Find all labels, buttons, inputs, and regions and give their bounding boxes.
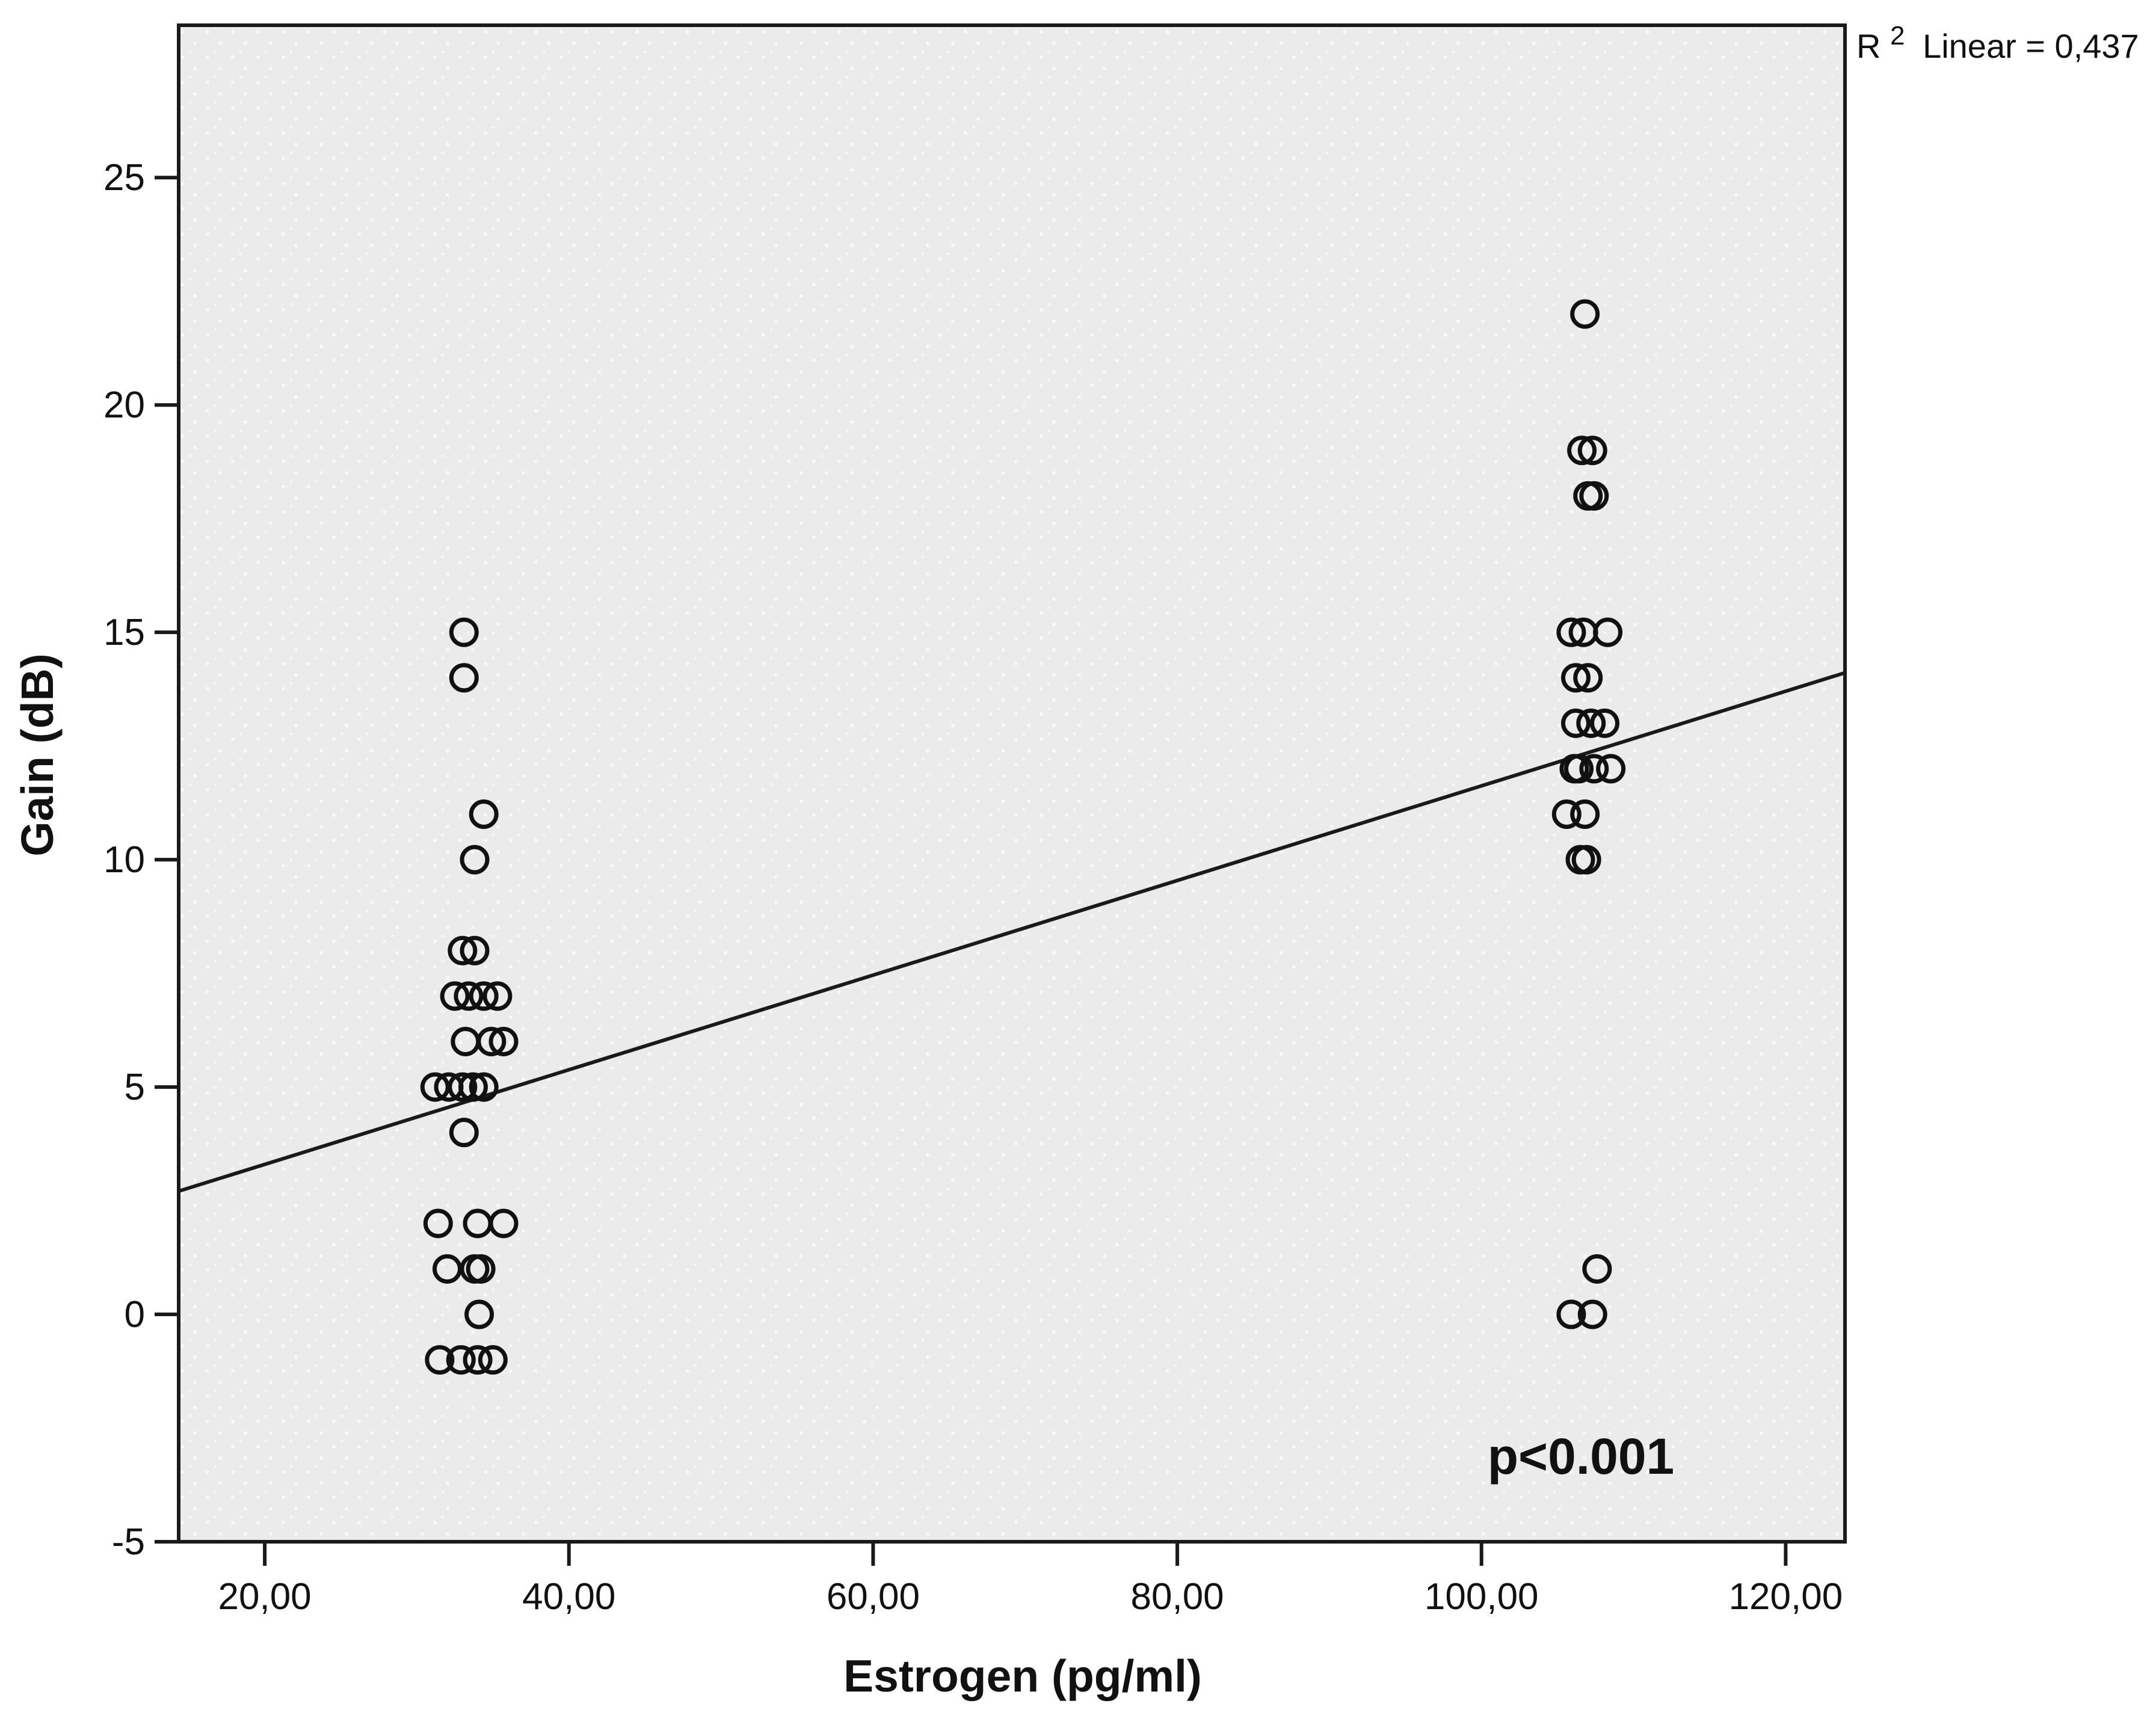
scatter-point [446,1345,476,1375]
scatter-point [469,799,499,830]
scatter-point [449,617,479,647]
scatter-point [448,1072,478,1102]
y-tick-label: 25 [103,157,145,199]
x-axis-ticks: 20,00 40,00 60,00 80,00 100,00 120,00 [218,1542,1843,1618]
x-tick-label: 20,00 [218,1576,312,1618]
plot-frame [177,23,1847,1544]
scatter-point [464,1299,494,1329]
y-tick-label: 0 [125,1294,145,1335]
y-tick-label: 10 [103,839,145,881]
scatter-point [458,1072,488,1102]
scatter-point [1570,799,1600,830]
scatter-point [1579,754,1609,784]
y-axis-title: Gain (dB) [12,653,63,856]
scatter-point [1582,1254,1612,1284]
scatter-point [1576,708,1606,738]
scatter-point [460,935,490,965]
scatter-point [1577,436,1607,466]
scatter-point [1596,754,1626,784]
scatter-point [1590,708,1620,738]
y-axis-ticks: -5 0 5 10 15 20 25 [103,157,179,1563]
scatter-point [425,1345,455,1375]
scatter-point [1567,436,1597,466]
scatter-point [423,1208,453,1239]
scatter-point [448,935,478,965]
scatter-point [454,981,484,1011]
scatter-point [1560,663,1591,693]
scatter-point [1571,845,1601,875]
y-tick-label: -5 [112,1521,145,1563]
scatter-point [1560,708,1591,738]
x-tick-label: 80,00 [1131,1576,1224,1618]
scatter-point [482,981,513,1011]
x-tick-label: 100,00 [1424,1576,1539,1618]
p-value-annotation: p<0.001 [1488,1428,1675,1485]
scatter-point [420,1072,450,1102]
scatter-point [1556,617,1586,647]
scatter-point [1570,299,1600,329]
scatter-point [1556,1299,1586,1329]
x-tick-label: 120,00 [1729,1576,1843,1618]
y-tick-label: 15 [103,612,145,653]
scatter-point [460,845,490,875]
scatter-point [463,1345,493,1375]
scatter-point [488,1026,519,1056]
scatter-point [432,1254,462,1284]
scatter-point [449,1118,479,1148]
y-tick-label: 5 [125,1067,145,1108]
scatter-point [488,1208,519,1239]
scatter-point [478,1345,508,1375]
scatter-point [1551,799,1582,830]
scatter-point [1564,754,1594,784]
scatter-point [440,981,470,1011]
scatter-point [476,1026,507,1056]
scatter-point [1593,617,1623,647]
scatter-point [466,1254,496,1284]
scatter-point [449,663,479,693]
r-squared-rest: Linear = 0,437 [1923,27,2139,65]
r-squared-prefix: R [1856,27,1880,65]
x-axis-title: Estrogen (pg/ml) [843,1651,1202,1701]
scatter-point [1579,481,1609,511]
scatter-point [469,981,499,1011]
scatter-point [1577,1299,1607,1329]
scatter-point [1573,663,1603,693]
x-tick-label: 40,00 [522,1576,615,1618]
plot-area [179,25,1845,1542]
x-tick-label: 60,00 [827,1576,920,1618]
scatter-points-group [420,299,1626,1375]
scatter-point [469,1072,499,1102]
y-tick-label: 20 [103,384,145,426]
r-squared-annotation: R 2 Linear = 0,437 [1856,14,2139,65]
r-squared-sup: 2 [1890,21,1905,51]
